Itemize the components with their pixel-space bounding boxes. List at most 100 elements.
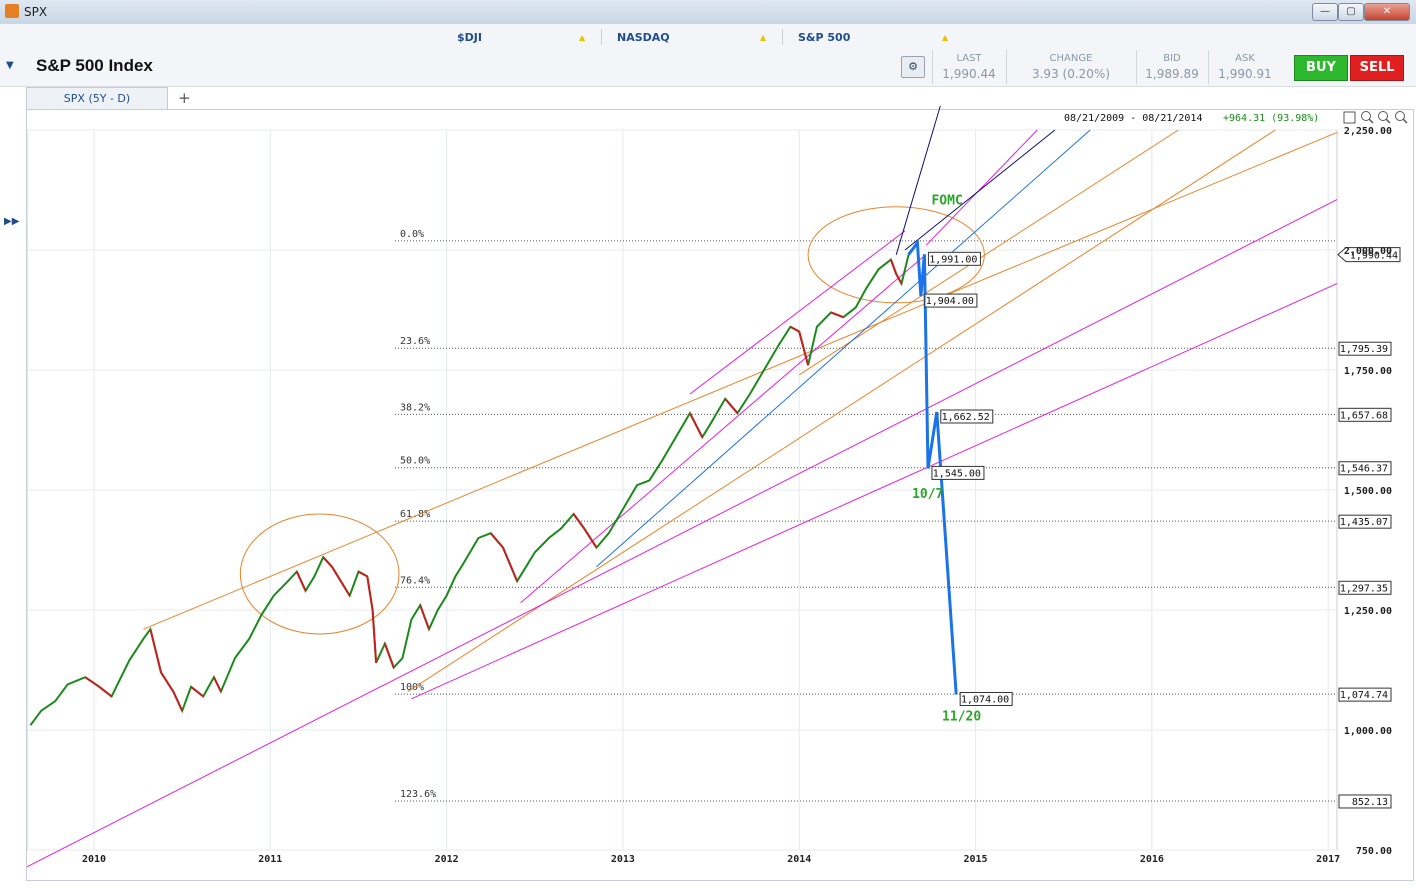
price-segment-down (798, 331, 810, 366)
trendline (798, 129, 1179, 376)
annotation-label: 11/20 (942, 709, 981, 724)
y-tick-label: 750.00 (1356, 846, 1392, 857)
projection-price-label: 1,991.00 (929, 254, 977, 265)
divider (1136, 50, 1137, 84)
expand-panel-icon[interactable]: ▶▶ (4, 216, 20, 227)
fib-price-label: 1,657.68 (1340, 410, 1388, 421)
minimize-button[interactable]: — (1312, 3, 1338, 21)
projection-price-box (924, 293, 978, 308)
price-segment-down (895, 273, 903, 285)
price-segment-down (172, 691, 184, 712)
divider (1006, 50, 1007, 84)
projection-price-label: 1,662.52 (942, 412, 990, 423)
last-value: 1,990.44 (942, 67, 996, 81)
trendline (520, 256, 923, 604)
ask-label: ASK (1235, 53, 1255, 64)
y-tick-label: 1,250.00 (1344, 606, 1392, 617)
price-segment-down (322, 556, 333, 568)
trendline (689, 230, 906, 395)
change-value: 3.93 (0.20%) (1031, 67, 1111, 81)
x-tick-label: 2014 (787, 854, 811, 865)
up-arrow-icon: ▲ (760, 33, 767, 42)
projection-price-box (959, 691, 1013, 706)
maximize-button[interactable]: ▢ (1338, 3, 1364, 21)
trendline (143, 131, 1338, 630)
fit-chart-icon[interactable] (1343, 111, 1356, 124)
window-titlebar: SPX — ▢ ✕ (0, 0, 1416, 25)
trendline (407, 129, 1276, 693)
price-segment-down (889, 259, 898, 275)
tab-spx-5y-d[interactable]: SPX (5Y - D) (26, 87, 168, 110)
fib-price-box (1338, 794, 1392, 809)
highlight-circle (239, 513, 400, 635)
ticker-sp500[interactable]: S&P 500 (798, 31, 851, 44)
price-segment-down (419, 604, 430, 630)
up-arrow-icon: ▲ (942, 33, 949, 42)
fib-price-label: 1,297.35 (1340, 583, 1388, 594)
x-tick-label: 2013 (611, 854, 635, 865)
up-arrow-icon: ▲ (579, 33, 586, 42)
y-tick-label: 1,000.00 (1344, 726, 1392, 737)
divider (932, 50, 933, 84)
divider (601, 29, 602, 45)
y-tick-label: 1,500.00 (1344, 486, 1392, 497)
x-tick-label: 2011 (258, 854, 282, 865)
x-tick-label: 2010 (82, 854, 106, 865)
ticker-nasdaq[interactable]: NASDAQ (617, 31, 670, 44)
price-segment-down (489, 532, 504, 549)
fib-price-label: 1,435.07 (1340, 517, 1388, 528)
projection-price-label: 1,904.00 (926, 296, 974, 307)
price-segment-down (724, 398, 739, 414)
fib-price-label: 1,074.74 (1340, 690, 1388, 701)
price-segment-down (366, 576, 374, 611)
y-tick-label: 1,750.00 (1344, 366, 1392, 377)
price-segment-down (830, 311, 844, 319)
price-segment-down (190, 686, 204, 698)
annotation-label: 10/7 (912, 487, 943, 502)
current-price-box (1337, 247, 1401, 263)
price-segment-down (339, 580, 351, 597)
collapse-icon[interactable]: ▼ (6, 60, 14, 71)
add-tab-button[interactable]: + (178, 89, 191, 107)
date-range-label: 08/21/2009 - 08/21/2014 (1064, 113, 1202, 124)
zoom-out-icon[interactable] (1378, 111, 1388, 121)
fib-price-box (1338, 341, 1392, 356)
fib-level-label: 76.4% (400, 575, 430, 586)
java-app-icon (5, 4, 19, 18)
annotation-label: FOMC (931, 193, 962, 208)
projection-price-box (940, 409, 994, 424)
last-label: LAST (956, 53, 982, 64)
zoom-reset-icon[interactable] (1395, 111, 1405, 121)
x-tick-label: 2017 (1316, 854, 1340, 865)
price-segment-down (149, 628, 162, 673)
price-segment-down (383, 643, 395, 668)
x-tick-label: 2016 (1140, 854, 1164, 865)
change-label: CHANGE (1049, 53, 1093, 64)
quote-settings-icon[interactable]: ⚙ (901, 56, 925, 78)
zoom-in-icon[interactable] (1361, 111, 1371, 121)
fib-price-box (1338, 407, 1392, 422)
trendline (26, 199, 1338, 868)
price-segment-down (689, 412, 704, 438)
price-segment-down (789, 325, 800, 333)
price-segment-down (295, 571, 307, 592)
fib-level-label: 61.8% (400, 509, 430, 520)
x-tick-label: 2015 (964, 854, 988, 865)
fib-price-box (1338, 461, 1392, 476)
bid-value: 1,989.89 (1145, 67, 1199, 81)
trendline (925, 129, 1038, 246)
range-change-label: +964.31 (93.98%) (1223, 113, 1319, 124)
fib-price-label: 852.13 (1352, 797, 1388, 808)
close-button[interactable]: ✕ (1364, 3, 1410, 21)
ticker-dji[interactable]: $DJI (457, 31, 482, 44)
sell-button[interactable]: SELL (1350, 55, 1404, 81)
projection-price-label: 1,074.00 (961, 694, 1009, 705)
current-price-label: 1,990.44 (1350, 251, 1398, 262)
price-segment-down (357, 570, 368, 578)
page-title: S&P 500 Index (36, 56, 153, 75)
trendline (596, 129, 1091, 568)
buy-button[interactable]: BUY (1294, 55, 1348, 81)
fib-price-box (1338, 687, 1392, 702)
trendline (411, 283, 1338, 700)
fib-level-label: 23.6% (400, 336, 430, 347)
